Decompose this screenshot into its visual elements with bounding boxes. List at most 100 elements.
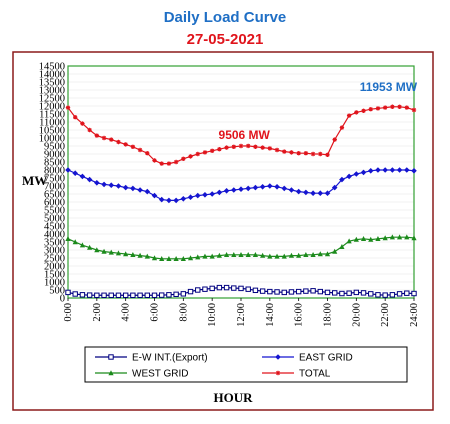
data-point [101, 135, 107, 141]
data-point [404, 105, 409, 110]
y-tick-label: 14500 [39, 62, 65, 73]
data-point [296, 151, 301, 156]
data-point [288, 252, 295, 258]
data-point [72, 291, 78, 297]
data-point [216, 284, 223, 291]
data-point [144, 188, 151, 195]
data-point [94, 180, 100, 186]
data-point [260, 145, 265, 150]
y-tick-label: 3500 [44, 238, 65, 249]
series-ew-int [65, 284, 417, 298]
data-point [411, 290, 417, 297]
y-tick-label: 1500 [44, 270, 65, 281]
legend-marker [275, 370, 281, 376]
data-point [411, 107, 417, 113]
data-point [195, 287, 201, 293]
y-tick-label: 0 [60, 294, 65, 305]
data-point [246, 143, 251, 149]
data-point [281, 253, 287, 259]
data-point [79, 292, 86, 298]
data-point [223, 284, 230, 291]
data-point [72, 170, 79, 176]
data-point [72, 239, 78, 245]
y-tick-label: 13500 [39, 78, 65, 89]
data-point [188, 154, 193, 159]
x-tick-label: 18:00 [323, 303, 334, 327]
data-point [158, 196, 165, 203]
data-point [259, 184, 266, 190]
data-point [245, 286, 251, 292]
data-point [159, 292, 165, 298]
data-point [353, 236, 359, 242]
data-point [173, 256, 179, 261]
data-point [231, 252, 237, 257]
data-point [310, 151, 316, 157]
data-point [404, 290, 410, 296]
data-point [115, 183, 122, 189]
data-point [180, 291, 187, 297]
data-point [396, 234, 403, 240]
data-point [375, 167, 381, 173]
data-point [404, 234, 410, 240]
data-point [151, 292, 158, 298]
data-point [180, 256, 186, 261]
data-point [101, 292, 107, 298]
y-tick-label: 500 [49, 286, 65, 297]
data-point [390, 104, 395, 109]
data-point [289, 150, 294, 155]
data-point [195, 254, 201, 260]
data-point [389, 234, 395, 240]
y-tick-label: 10500 [39, 126, 65, 137]
x-tick-label: 16:00 [294, 303, 305, 327]
data-point [274, 184, 280, 190]
data-point [389, 167, 396, 173]
data-point [122, 184, 129, 191]
data-point [238, 252, 244, 257]
data-point [361, 108, 366, 113]
data-point [87, 127, 92, 133]
data-point [339, 244, 345, 249]
data-point [123, 251, 129, 257]
data-point [303, 288, 309, 294]
data-point [130, 185, 136, 192]
data-point [80, 121, 85, 126]
data-point [65, 236, 71, 241]
legend-label: EAST GRID [299, 353, 353, 364]
data-point [173, 291, 179, 298]
y-tick-label: 11000 [39, 118, 65, 129]
data-point [65, 289, 71, 296]
data-point [230, 187, 237, 193]
data-point [173, 197, 179, 204]
data-point [303, 252, 309, 257]
x-tick-label: 22:00 [380, 303, 391, 327]
x-tick-label: 24:00 [409, 303, 420, 327]
data-point [231, 285, 237, 291]
data-point [166, 197, 172, 204]
data-point [360, 169, 367, 176]
data-point [411, 168, 417, 174]
data-point [65, 105, 71, 110]
data-point [101, 248, 107, 254]
data-point [224, 145, 229, 150]
data-point [159, 256, 165, 261]
data-point [382, 235, 388, 241]
data-point [87, 244, 93, 250]
data-point [108, 292, 114, 298]
chart-subtitle: 27-05-2021 [187, 31, 264, 48]
legend-marker [108, 370, 114, 376]
data-point [108, 182, 115, 188]
data-point [123, 142, 128, 147]
y-axis-ticks: 0500100015002000250030003500400045005000… [39, 62, 65, 305]
legend-item: TOTAL [262, 369, 331, 380]
data-point [252, 287, 259, 294]
data-point [317, 288, 323, 295]
data-point [267, 288, 273, 295]
data-point [231, 144, 236, 149]
x-tick-label: 8:00 [178, 303, 189, 322]
data-point [368, 107, 373, 112]
data-point [245, 185, 252, 192]
y-tick-label: 4500 [44, 222, 65, 233]
data-point [187, 288, 194, 295]
data-point [194, 192, 201, 199]
